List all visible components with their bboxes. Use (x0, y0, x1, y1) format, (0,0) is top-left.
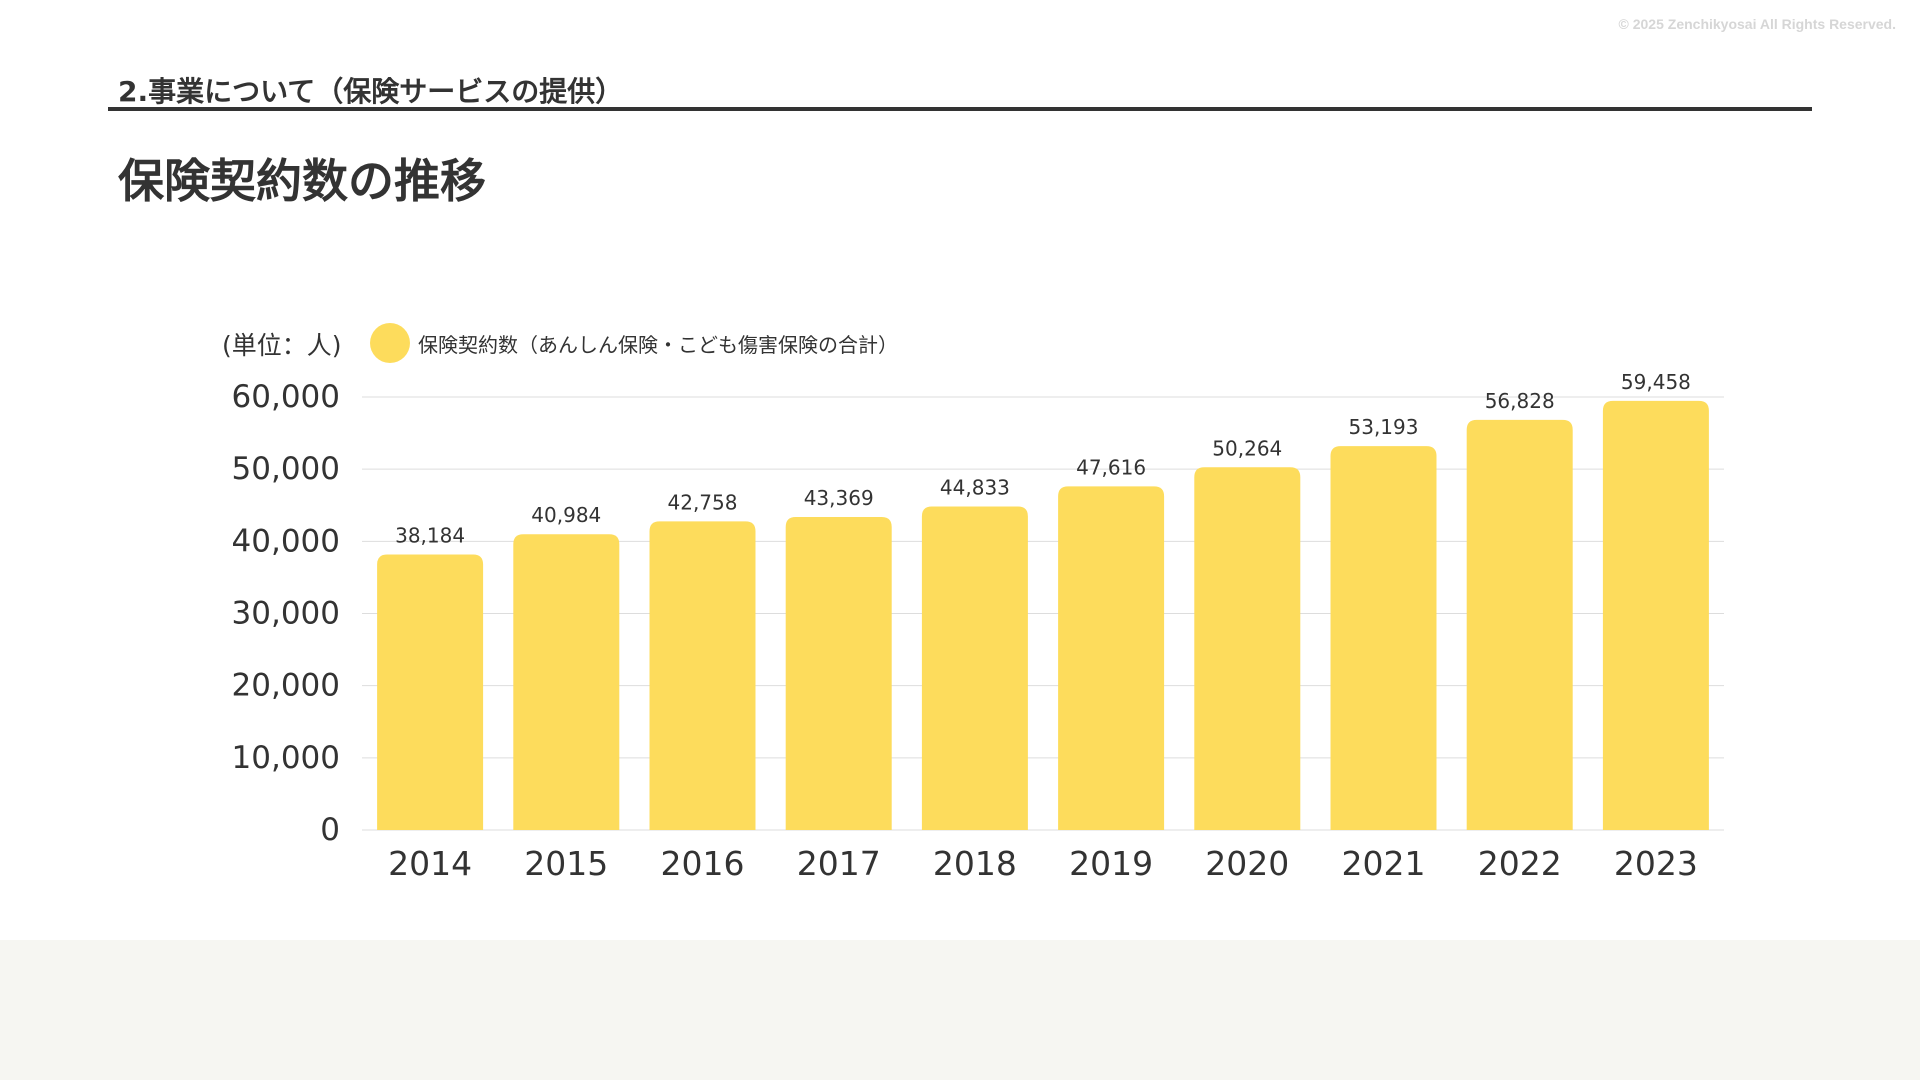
copyright-text: © 2025 Zenchikyosai All Rights Reserved. (1618, 16, 1896, 32)
bar-2015 (513, 534, 620, 830)
data-label-2015: 40,984 (531, 503, 601, 527)
y-axis-tick-labels: 0 10,000 20,000 30,000 40,000 50,000 60,000 (232, 379, 340, 848)
legend-swatch (370, 323, 410, 363)
data-label-2014: 38,184 (395, 523, 465, 547)
bar-2022 (1466, 419, 1573, 830)
y-tick-label: 50,000 (232, 451, 340, 487)
bar-2019 (1058, 486, 1165, 830)
y-tick-label: 10,000 (232, 740, 340, 776)
x-tick-label-2015: 2015 (524, 844, 608, 883)
x-tick-label-2018: 2018 (933, 844, 1017, 883)
bar-2018 (921, 506, 1028, 830)
x-tick-label-2021: 2021 (1342, 844, 1426, 883)
data-label-2017: 43,369 (804, 486, 874, 510)
y-tick-label: 0 (320, 812, 340, 848)
y-tick-label: 60,000 (232, 379, 340, 415)
x-axis-tick-labels: 2014 2015 2016 2017 2018 2019 2020 2021 2022 2023 (388, 844, 1698, 883)
section-divider (108, 107, 1812, 111)
page-title: 保険契約数の推移 (118, 154, 486, 208)
x-tick-label-2022: 2022 (1478, 844, 1562, 883)
bar-2023 (1602, 400, 1709, 830)
data-label-2021: 53,193 (1349, 415, 1419, 439)
data-label-2016: 42,758 (668, 490, 738, 514)
bar-2020 (1194, 467, 1301, 830)
x-tick-label-2014: 2014 (388, 844, 472, 883)
y-tick-label: 20,000 (232, 668, 340, 704)
x-tick-label-2023: 2023 (1614, 844, 1698, 883)
footer-band (0, 940, 1920, 1080)
data-label-2023: 59,458 (1621, 370, 1691, 394)
data-label-2019: 47,616 (1076, 455, 1146, 479)
bar-2016 (649, 521, 756, 830)
section-title: 2.事業について（保険サービスの提供） (118, 75, 624, 108)
chart-legend: 保険契約数（あんしん保険・こども傷害保険の合計） (370, 323, 898, 363)
bar-2021 (1330, 446, 1437, 830)
y-tick-label: 40,000 (232, 523, 340, 559)
data-label-2018: 44,833 (940, 475, 1010, 499)
x-tick-label-2019: 2019 (1069, 844, 1153, 883)
x-tick-label-2017: 2017 (797, 844, 881, 883)
unit-label: (単位：人) (222, 331, 342, 360)
data-label-2020: 50,264 (1212, 436, 1282, 460)
bars: 38,184 40,984 42,758 43,369 44,833 47,616 50,2… (377, 370, 1709, 830)
x-tick-label-2016: 2016 (661, 844, 745, 883)
bar-2017 (785, 517, 892, 830)
bar-chart: 0 10,000 20,000 30,000 40,000 50,000 60,000 38… (232, 370, 1724, 883)
legend-label: 保険契約数（あんしん保険・こども傷害保険の合計） (418, 332, 898, 357)
data-label-2022: 56,828 (1485, 389, 1555, 413)
y-tick-label: 30,000 (232, 596, 340, 632)
x-tick-label-2020: 2020 (1205, 844, 1289, 883)
bar-2014 (377, 554, 484, 830)
